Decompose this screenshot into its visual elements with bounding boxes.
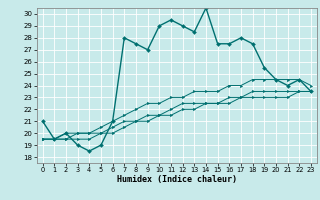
X-axis label: Humidex (Indice chaleur): Humidex (Indice chaleur) [117, 175, 237, 184]
